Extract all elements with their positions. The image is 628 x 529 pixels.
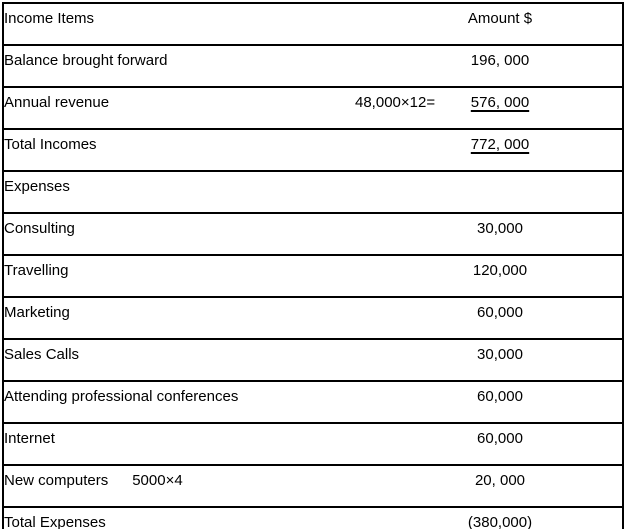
amount-cell: 30,000 — [435, 212, 565, 256]
amount-cell: 60,000 — [435, 422, 565, 466]
calc-cell — [355, 380, 435, 424]
item-label-cell: Expenses — [3, 170, 355, 214]
amount-value: 60,000 — [477, 430, 523, 447]
amount-value: 20, 000 — [474, 472, 526, 489]
item-label-cell: Sales Calls — [3, 338, 355, 382]
spacer-cell — [565, 506, 623, 529]
header-amount: Amount $ — [435, 3, 565, 46]
table-row: Total Expenses (380,000) — [3, 506, 623, 529]
calc-cell — [355, 506, 435, 529]
amount-value: 60,000 — [477, 304, 523, 321]
spacer-cell — [565, 296, 623, 340]
item-label: Balance brought forward — [4, 52, 168, 69]
table-row: Marketing 60,000 — [3, 296, 623, 340]
item-label-cell: Travelling — [3, 254, 355, 298]
table-row: Travelling 120,000 — [3, 254, 623, 298]
calc-cell — [355, 464, 435, 508]
table-row: Sales Calls 30,000 — [3, 338, 623, 382]
amount-cell: 20, 000 — [435, 464, 565, 508]
calc-cell — [355, 44, 435, 88]
item-label-cell: Marketing — [3, 296, 355, 340]
calc-cell — [355, 254, 435, 298]
table-row: Balance brought forward 196, 000 — [3, 44, 623, 88]
spacer-cell — [565, 44, 623, 88]
calc-cell: 48,000×12= — [355, 86, 435, 130]
amount-cell: 120,000 — [435, 254, 565, 298]
amount-cell: 30,000 — [435, 338, 565, 382]
calc-cell — [355, 296, 435, 340]
calc-cell — [355, 338, 435, 382]
amount-value: 196, 000 — [470, 52, 530, 69]
amount-value: (380,000) — [467, 514, 533, 529]
amount-cell: 576, 000 — [435, 86, 565, 130]
amount-value: 30,000 — [477, 346, 523, 363]
calc-expression: 48,000×12= — [355, 94, 435, 111]
table-row: Expenses — [3, 170, 623, 214]
item-label: Expenses — [4, 178, 70, 195]
item-label-cell: Annual revenue — [3, 86, 355, 130]
spacer-cell — [565, 254, 623, 298]
item-label: Sales Calls — [4, 346, 80, 363]
item-label-cell: New computers 5000×4 — [3, 464, 355, 508]
item-label: New computers — [4, 472, 109, 489]
amount-cell: 60,000 — [435, 296, 565, 340]
table-row: Consulting 30,000 — [3, 212, 623, 256]
item-label: Attending professional conferences — [4, 388, 239, 405]
amount-value: 30,000 — [477, 220, 523, 237]
calc-cell — [355, 128, 435, 172]
calc-cell — [355, 212, 435, 256]
table-row: Total Incomes 772, 000 — [3, 128, 623, 172]
table-row: Attending professional conferences 60,000 — [3, 380, 623, 424]
item-label-cell: Balance brought forward — [3, 44, 355, 88]
spacer-cell — [565, 464, 623, 508]
spacer-cell — [565, 170, 623, 214]
table-row: New computers 5000×4 20, 000 — [3, 464, 623, 508]
spacer-cell — [565, 422, 623, 466]
item-label: Total Expenses — [4, 514, 106, 529]
header-income-items: Income Items — [3, 3, 355, 46]
item-label-cell: Total Incomes — [3, 128, 355, 172]
income-table-body: Income Items Amount $ Balance brought fo… — [3, 3, 623, 529]
spacer-cell — [565, 86, 623, 130]
item-label: Total Incomes — [4, 136, 97, 153]
item-label-cell: Attending professional conferences — [3, 380, 355, 424]
spacer-cell — [565, 380, 623, 424]
amount-cell: (380,000) — [435, 506, 565, 529]
amount-cell: 196, 000 — [435, 44, 565, 88]
amount-value: 576, 000 — [470, 94, 530, 111]
item-label-cell: Internet — [3, 422, 355, 466]
calc-cell — [355, 422, 435, 466]
item-label-calc: 5000×4 — [132, 472, 183, 489]
spacer-cell — [565, 212, 623, 256]
spacer-cell — [565, 128, 623, 172]
table-row: Annual revenue 48,000×12= 576, 000 — [3, 86, 623, 130]
header-row: Income Items Amount $ — [3, 3, 623, 46]
amount-value: 120,000 — [472, 262, 528, 279]
item-label: Marketing — [4, 304, 70, 321]
item-label: Internet — [4, 430, 55, 447]
amount-cell: 772, 000 — [435, 128, 565, 172]
amount-cell — [435, 170, 565, 214]
item-label: Annual revenue — [4, 94, 110, 111]
header-calc-cell — [355, 3, 435, 46]
spacer-cell — [565, 338, 623, 382]
table-row: Internet 60,000 — [3, 422, 623, 466]
amount-value: 772, 000 — [470, 136, 530, 153]
calc-cell — [355, 170, 435, 214]
amount-cell: 60,000 — [435, 380, 565, 424]
item-label-cell: Total Expenses — [3, 506, 355, 529]
item-label: Travelling — [4, 262, 69, 279]
header-spacer-cell — [565, 3, 623, 46]
amount-value: 60,000 — [477, 388, 523, 405]
item-label: Consulting — [4, 220, 75, 237]
item-label-cell: Consulting — [3, 212, 355, 256]
